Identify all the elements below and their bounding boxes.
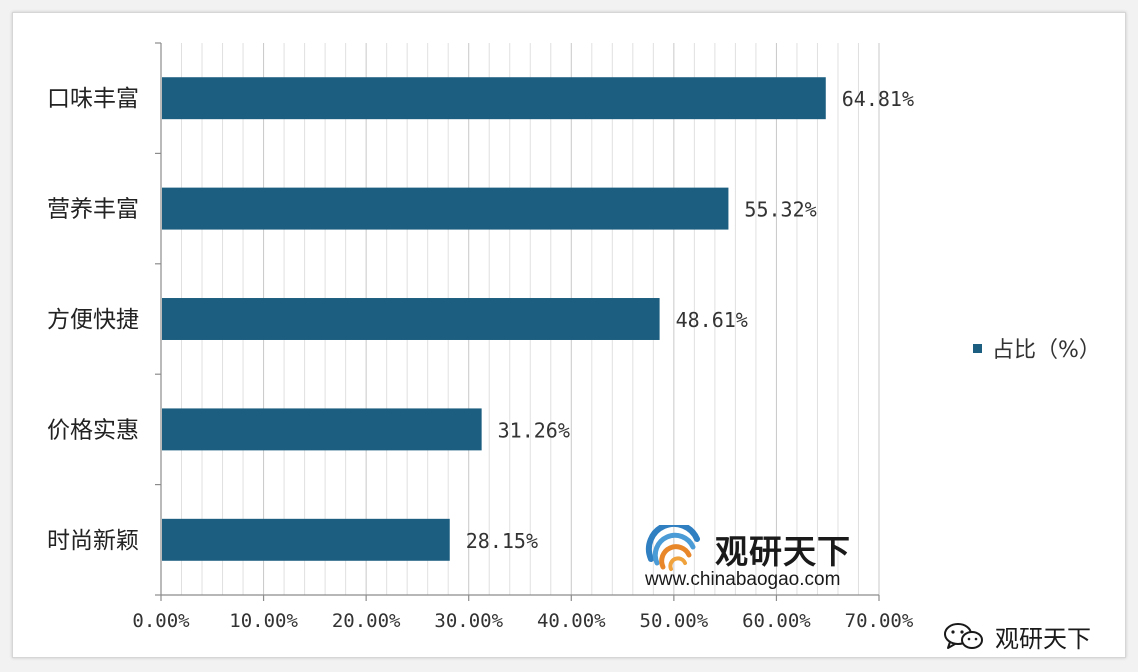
- bar-data-label: 48.61%: [676, 308, 748, 332]
- x-tick-label: 50.00%: [640, 610, 709, 632]
- x-tick-label: 70.00%: [845, 610, 914, 632]
- legend-swatch: [973, 343, 982, 353]
- y-category-label: 方便快捷: [47, 307, 139, 333]
- chart-bars: [162, 77, 826, 561]
- x-tick-label: 20.00%: [332, 610, 401, 632]
- legend-label: 占比（%）: [992, 338, 1101, 363]
- y-category-label: 口味丰富: [47, 86, 139, 112]
- credit-label: 观研天下: [995, 624, 1091, 653]
- watermark-brand-name: 观研天下: [715, 532, 851, 571]
- chart-legend: 占比（%）: [973, 333, 1101, 363]
- bar: [162, 298, 660, 340]
- source-credit: 观研天下: [941, 619, 1091, 653]
- watermark-url: www.chinabaogao.com: [645, 569, 841, 590]
- bar-chart: 0.00% 10.00% 20.00% 30.00% 40.00% 50.00% 60.00…: [47, 42, 914, 632]
- chart-labels: 0.00% 10.00% 20.00% 30.00% 40.00% 50.00% 60.00…: [47, 86, 914, 632]
- bar-data-label: 31.26%: [498, 418, 570, 442]
- chart-axes: [155, 42, 880, 601]
- bar: [162, 408, 482, 451]
- y-category-label: 时尚新颖: [47, 528, 139, 554]
- y-category-label: 价格实惠: [47, 417, 139, 443]
- wechat-icon: [944, 623, 983, 649]
- chinabaogao-logo-icon: [645, 525, 700, 571]
- x-tick-label: 30.00%: [434, 610, 503, 632]
- bar: [162, 77, 826, 120]
- x-tick-label: 0.00%: [132, 610, 190, 632]
- bar-data-label: 28.15%: [466, 529, 538, 553]
- watermark: 观研天下 www.chinabaogao.com: [641, 523, 886, 595]
- bar: [162, 518, 450, 561]
- bar-data-label: 55.32%: [744, 198, 816, 222]
- x-tick-label: 60.00%: [742, 610, 811, 632]
- bar-data-label: 64.81%: [842, 87, 914, 111]
- y-category-label: 营养丰富: [47, 197, 139, 223]
- bar: [162, 187, 729, 230]
- x-tick-label: 40.00%: [537, 610, 606, 632]
- chart-frame: 0.00% 10.00% 20.00% 30.00% 40.00% 50.00% 60.00…: [12, 12, 1126, 658]
- x-tick-label: 10.00%: [229, 610, 298, 632]
